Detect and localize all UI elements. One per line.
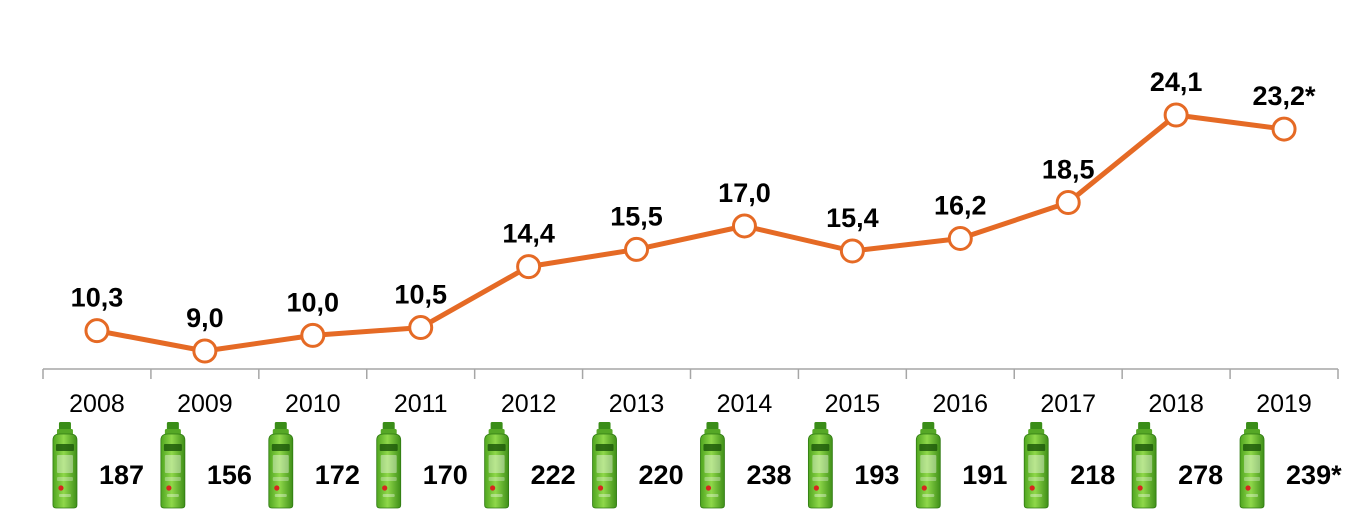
units-count-label: 239*: [1286, 460, 1342, 490]
data-point-marker: [839, 238, 865, 264]
x-tick-label: 2014: [717, 390, 773, 418]
x-tick-label: 2011: [394, 390, 448, 418]
marker-layer: [84, 102, 1297, 364]
x-tick-label: 2016: [932, 390, 988, 418]
data-value-label: 17,0: [718, 178, 771, 208]
data-value-label: 10,5: [394, 280, 447, 310]
green-mouthwash-bottle-icon: [1131, 422, 1157, 509]
x-tick-label: 2019: [1256, 390, 1312, 418]
units-count-label: 193: [854, 460, 899, 490]
data-value-label: 10,0: [287, 287, 340, 317]
data-value-label: 15,4: [826, 203, 879, 233]
x-tick-label: 2012: [501, 390, 557, 418]
green-mouthwash-bottle-icon: [52, 422, 78, 509]
units-count-label: 218: [1070, 460, 1115, 490]
data-value-label: 23,2*: [1253, 81, 1317, 111]
data-point-marker: [731, 213, 757, 239]
data-point-marker: [624, 236, 650, 262]
data-value-label: 14,4: [502, 219, 555, 249]
data-point-marker: [947, 225, 973, 251]
green-mouthwash-bottle-icon: [1023, 422, 1049, 509]
data-point-marker: [408, 315, 434, 341]
green-mouthwash-bottle-icon: [376, 422, 402, 509]
x-tick-label: 2017: [1040, 390, 1096, 418]
data-value-label: 15,5: [610, 201, 663, 231]
green-mouthwash-bottle-icon: [700, 422, 725, 509]
tick-label-layer: 2008 2009 2010 2011 2012 2013 2014 2015 2016 2017…: [69, 390, 1312, 418]
data-value-label: 10,3: [71, 283, 124, 313]
units-count-label: 278: [1178, 460, 1223, 490]
x-tick-label: 2008: [69, 390, 125, 418]
data-value-label: 24,1: [1150, 67, 1203, 97]
x-axis: [42, 368, 1339, 379]
units-count-label: 191: [962, 460, 1007, 490]
data-value-label: 16,2: [934, 190, 987, 220]
units-count-label: 187: [99, 460, 144, 490]
x-tick-label: 2013: [609, 390, 665, 418]
units-count-label: 172: [315, 460, 360, 490]
data-point-marker: [192, 338, 218, 364]
series-line: [94, 112, 1287, 354]
units-count-label: 156: [207, 460, 252, 490]
x-tick-label: 2018: [1148, 390, 1204, 418]
x-tick-label: 2009: [177, 390, 233, 418]
units-count-label: 238: [746, 460, 791, 490]
data-value-label: 18,5: [1042, 155, 1095, 185]
units-count-label: 222: [531, 460, 576, 490]
green-mouthwash-bottle-icon: [592, 422, 617, 509]
value-label-layer: 10,3 9,0 10,0 10,5 14,4 15,5 17,0 15,4 16,2 18,5 2…: [71, 67, 1316, 333]
green-mouthwash-bottle-icon: [807, 422, 833, 509]
data-point-marker: [1271, 116, 1297, 142]
units-count-label: 170: [423, 460, 468, 490]
green-mouthwash-bottle-icon: [160, 422, 186, 509]
data-point-marker: [300, 322, 326, 348]
data-point-marker: [84, 318, 110, 344]
data-point-marker: [1163, 102, 1189, 128]
green-mouthwash-bottle-icon: [484, 422, 510, 509]
green-mouthwash-bottle-icon: [1239, 422, 1265, 509]
data-value-label: 9,0: [186, 303, 224, 333]
data-point-marker: [1055, 190, 1081, 216]
data-point-marker: [516, 254, 542, 280]
green-mouthwash-bottle-icon: [268, 422, 294, 509]
product-count-row: 187 156 172 170 222 220 238 193 191 218 278 239*: [52, 422, 1342, 509]
green-mouthwash-bottle-icon: [915, 422, 941, 509]
units-count-label: 220: [639, 460, 684, 490]
x-tick-label: 2010: [285, 390, 341, 418]
series-line-layer: [94, 112, 1287, 354]
x-tick-label: 2015: [825, 390, 881, 418]
